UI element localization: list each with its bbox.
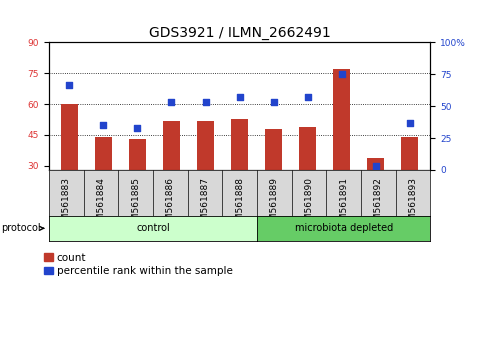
Point xyxy=(303,95,311,100)
Text: GSM561893: GSM561893 xyxy=(407,177,417,232)
Point xyxy=(201,99,209,105)
Text: GSM561892: GSM561892 xyxy=(373,177,382,232)
Point xyxy=(167,99,175,105)
Point xyxy=(133,125,141,131)
Bar xyxy=(163,121,180,170)
Point xyxy=(371,163,379,169)
Point xyxy=(337,72,345,77)
Bar xyxy=(61,104,78,170)
Bar xyxy=(231,119,247,170)
Title: GDS3921 / ILMN_2662491: GDS3921 / ILMN_2662491 xyxy=(148,26,330,40)
Text: GSM561884: GSM561884 xyxy=(96,177,105,232)
Text: microbiota depleted: microbiota depleted xyxy=(294,223,392,233)
Text: GSM561890: GSM561890 xyxy=(304,177,313,232)
Text: GSM561883: GSM561883 xyxy=(61,177,71,232)
Bar xyxy=(299,127,316,170)
Text: GSM561888: GSM561888 xyxy=(235,177,244,232)
Point xyxy=(99,122,107,128)
Text: control: control xyxy=(136,223,169,233)
Bar xyxy=(366,158,384,170)
Point xyxy=(405,120,413,126)
Bar xyxy=(264,129,282,170)
Bar xyxy=(333,69,349,170)
Bar xyxy=(197,121,214,170)
Point xyxy=(65,82,73,87)
Bar xyxy=(129,139,145,170)
Point xyxy=(269,99,277,105)
Bar xyxy=(401,137,418,170)
Text: GSM561889: GSM561889 xyxy=(269,177,278,232)
Legend: count, percentile rank within the sample: count, percentile rank within the sample xyxy=(44,253,232,276)
Text: GSM561885: GSM561885 xyxy=(131,177,140,232)
Text: GSM561886: GSM561886 xyxy=(165,177,174,232)
Point xyxy=(235,95,243,100)
Bar xyxy=(95,137,112,170)
Text: protocol: protocol xyxy=(1,223,44,233)
Text: GSM561891: GSM561891 xyxy=(339,177,347,232)
Text: GSM561887: GSM561887 xyxy=(200,177,209,232)
